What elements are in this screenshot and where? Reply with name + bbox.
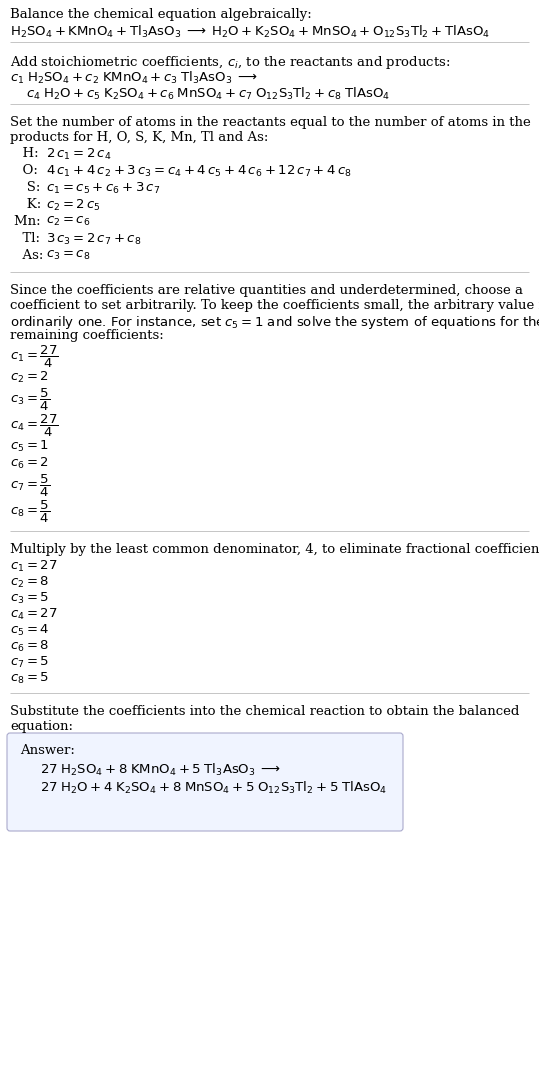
Text: $c_5 = 1$: $c_5 = 1$	[10, 439, 49, 454]
Text: Multiply by the least common denominator, 4, to eliminate fractional coefficient: Multiply by the least common denominator…	[10, 543, 539, 556]
Text: Balance the chemical equation algebraically:: Balance the chemical equation algebraica…	[10, 8, 312, 22]
Text: $4\,c_1 + 4\,c_2 + 3\,c_3 = c_4 + 4\,c_5 + 4\,c_6 + 12\,c_7 + 4\,c_8$: $4\,c_1 + 4\,c_2 + 3\,c_3 = c_4 + 4\,c_5…	[46, 164, 351, 179]
Text: S:: S:	[14, 181, 45, 194]
Text: Mn:: Mn:	[14, 215, 45, 228]
Text: products for H, O, S, K, Mn, Tl and As:: products for H, O, S, K, Mn, Tl and As:	[10, 131, 268, 144]
Text: $c_3 = 5$: $c_3 = 5$	[10, 591, 49, 606]
Text: $c_4\;\mathrm{H_2O} + c_5\;\mathrm{K_2SO_4} + c_6\;\mathrm{MnSO_4} + c_7\;\mathr: $c_4\;\mathrm{H_2O} + c_5\;\mathrm{K_2SO…	[26, 86, 390, 102]
Text: Since the coefficients are relative quantities and underdetermined, choose a: Since the coefficients are relative quan…	[10, 284, 523, 297]
Text: coefficient to set arbitrarily. To keep the coefficients small, the arbitrary va: coefficient to set arbitrarily. To keep …	[10, 299, 539, 312]
Text: K:: K:	[14, 198, 45, 211]
Text: $27\;\mathrm{H_2SO_4} + 8\;\mathrm{KMnO_4} + 5\;\mathrm{Tl_3AsO_3}\;\longrightar: $27\;\mathrm{H_2SO_4} + 8\;\mathrm{KMnO_…	[40, 762, 281, 778]
Text: $c_1 = 27$: $c_1 = 27$	[10, 560, 58, 575]
Text: $c_2 = 2$: $c_2 = 2$	[10, 370, 49, 385]
Text: $c_1 = c_5 + c_6 + 3\,c_7$: $c_1 = c_5 + c_6 + 3\,c_7$	[46, 181, 161, 196]
Text: Tl:: Tl:	[14, 232, 44, 245]
Text: $c_1 = \dfrac{27}{4}$: $c_1 = \dfrac{27}{4}$	[10, 344, 59, 370]
Text: ordinarily one. For instance, set $c_5 = 1$ and solve the system of equations fo: ordinarily one. For instance, set $c_5 =…	[10, 314, 539, 331]
Text: remaining coefficients:: remaining coefficients:	[10, 329, 164, 342]
Text: Set the number of atoms in the reactants equal to the number of atoms in the: Set the number of atoms in the reactants…	[10, 116, 531, 129]
Text: $c_7 = 5$: $c_7 = 5$	[10, 655, 49, 670]
Text: $c_6 = 2$: $c_6 = 2$	[10, 456, 49, 471]
Text: $c_7 = \dfrac{5}{4}$: $c_7 = \dfrac{5}{4}$	[10, 473, 50, 499]
Text: $c_5 = 4$: $c_5 = 4$	[10, 623, 50, 638]
Text: $c_4 = 27$: $c_4 = 27$	[10, 607, 58, 622]
Text: $3\,c_3 = 2\,c_7 + c_8$: $3\,c_3 = 2\,c_7 + c_8$	[46, 232, 141, 247]
Text: $c_3 = c_8$: $c_3 = c_8$	[46, 249, 91, 263]
Text: $c_4 = \dfrac{27}{4}$: $c_4 = \dfrac{27}{4}$	[10, 413, 59, 439]
Text: equation:: equation:	[10, 720, 73, 733]
Text: $c_3 = \dfrac{5}{4}$: $c_3 = \dfrac{5}{4}$	[10, 387, 50, 413]
Text: $c_2 = 8$: $c_2 = 8$	[10, 575, 49, 590]
Text: H:: H:	[14, 147, 43, 160]
Text: $c_1\;\mathrm{H_2SO_4} + c_2\;\mathrm{KMnO_4} + c_3\;\mathrm{Tl_3AsO_3}$$\;\long: $c_1\;\mathrm{H_2SO_4} + c_2\;\mathrm{KM…	[10, 70, 258, 86]
Text: $27\;\mathrm{H_2O} + 4\;\mathrm{K_2SO_4} + 8\;\mathrm{MnSO_4} + 5\;\mathrm{O_{12: $27\;\mathrm{H_2O} + 4\;\mathrm{K_2SO_4}…	[40, 780, 387, 796]
Text: O:: O:	[14, 164, 42, 176]
Text: $c_6 = 8$: $c_6 = 8$	[10, 639, 49, 654]
FancyBboxPatch shape	[7, 733, 403, 831]
Text: $c_2 = c_6$: $c_2 = c_6$	[46, 215, 91, 228]
Text: Substitute the coefficients into the chemical reaction to obtain the balanced: Substitute the coefficients into the che…	[10, 705, 520, 718]
Text: $\mathrm{H_2SO_4 + KMnO_4 + Tl_3AsO_3}$$\;\longrightarrow\;$$\mathrm{H_2O + K_2S: $\mathrm{H_2SO_4 + KMnO_4 + Tl_3AsO_3}$$…	[10, 24, 490, 40]
Text: $c_2 = 2\,c_5$: $c_2 = 2\,c_5$	[46, 198, 101, 213]
Text: Add stoichiometric coefficients, $c_i$, to the reactants and products:: Add stoichiometric coefficients, $c_i$, …	[10, 54, 451, 71]
Text: As:: As:	[14, 249, 47, 261]
Text: $c_8 = \dfrac{5}{4}$: $c_8 = \dfrac{5}{4}$	[10, 499, 50, 525]
Text: Answer:: Answer:	[20, 744, 75, 758]
Text: $c_8 = 5$: $c_8 = 5$	[10, 671, 49, 686]
Text: $2\,c_1 = 2\,c_4$: $2\,c_1 = 2\,c_4$	[46, 147, 112, 162]
